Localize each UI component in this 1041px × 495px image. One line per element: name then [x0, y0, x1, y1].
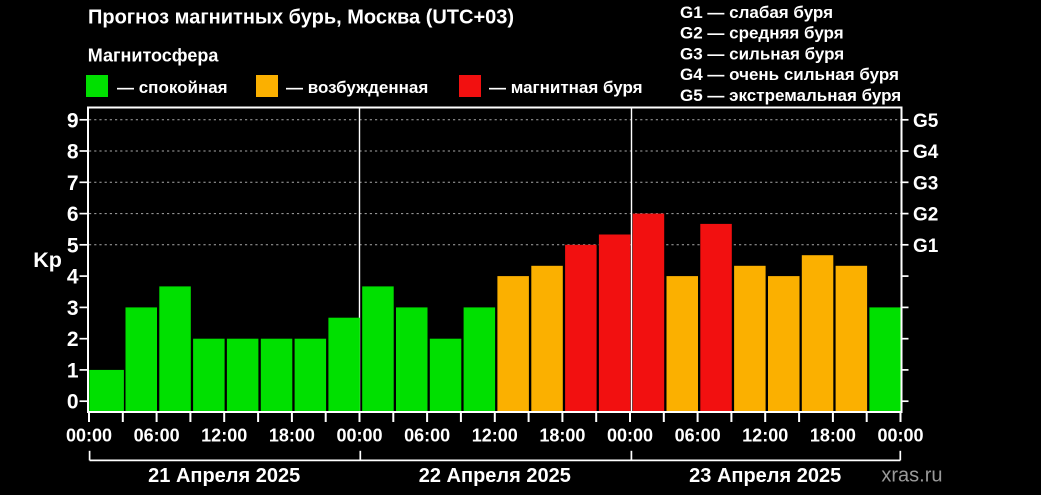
svg-text:00:00: 00:00	[66, 426, 112, 446]
svg-text:18:00: 18:00	[269, 426, 315, 446]
svg-text:5: 5	[67, 234, 79, 257]
svg-text:G3: G3	[913, 173, 938, 194]
svg-text:7: 7	[67, 172, 79, 195]
svg-text:21 Апреля 2025: 21 Апреля 2025	[148, 465, 300, 487]
svg-text:00:00: 00:00	[877, 426, 923, 446]
svg-text:G1: G1	[913, 236, 939, 257]
svg-text:4: 4	[67, 266, 79, 289]
svg-text:00:00: 00:00	[607, 426, 653, 446]
svg-text:Kp: Kp	[33, 248, 62, 272]
svg-text:3: 3	[67, 297, 79, 320]
svg-text:— спокойная: — спокойная	[117, 78, 228, 97]
svg-text:— магнитная буря: — магнитная буря	[489, 78, 643, 97]
svg-text:23 Апреля 2025: 23 Апреля 2025	[689, 465, 841, 487]
svg-text:Прогноз магнитных бурь, Москва: Прогноз магнитных бурь, Москва (UTC+03)	[88, 7, 514, 29]
svg-text:G4: G4	[913, 142, 939, 163]
svg-text:1: 1	[67, 359, 79, 382]
svg-text:12:00: 12:00	[742, 426, 788, 446]
svg-text:22 Апреля 2025: 22 Апреля 2025	[419, 465, 571, 487]
svg-text:Магнитосфера: Магнитосфера	[88, 46, 220, 66]
svg-text:06:00: 06:00	[675, 426, 721, 446]
svg-text:G5: G5	[913, 111, 939, 132]
svg-text:18:00: 18:00	[539, 426, 585, 446]
svg-text:xras.ru: xras.ru	[881, 464, 942, 486]
svg-text:6: 6	[67, 203, 79, 226]
svg-text:00:00: 00:00	[336, 426, 382, 446]
svg-text:18:00: 18:00	[810, 426, 856, 446]
svg-text:G2 — средняя буря: G2 — средняя буря	[680, 24, 844, 43]
svg-text:G2: G2	[913, 205, 938, 226]
svg-text:12:00: 12:00	[472, 426, 518, 446]
svg-text:G4 — очень сильная буря: G4 — очень сильная буря	[680, 65, 899, 84]
svg-text:0: 0	[67, 391, 79, 414]
svg-text:G3 — сильная буря: G3 — сильная буря	[680, 44, 844, 63]
svg-text:G1 — слабая буря: G1 — слабая буря	[680, 3, 833, 22]
svg-text:G5 — экстремальная буря: G5 — экстремальная буря	[680, 86, 901, 105]
svg-text:06:00: 06:00	[134, 426, 180, 446]
svg-text:9: 9	[67, 109, 79, 132]
svg-text:8: 8	[67, 141, 79, 164]
svg-text:— возбужденная: — возбужденная	[286, 78, 428, 97]
svg-text:2: 2	[67, 328, 79, 351]
svg-text:12:00: 12:00	[201, 426, 247, 446]
svg-text:06:00: 06:00	[404, 426, 450, 446]
